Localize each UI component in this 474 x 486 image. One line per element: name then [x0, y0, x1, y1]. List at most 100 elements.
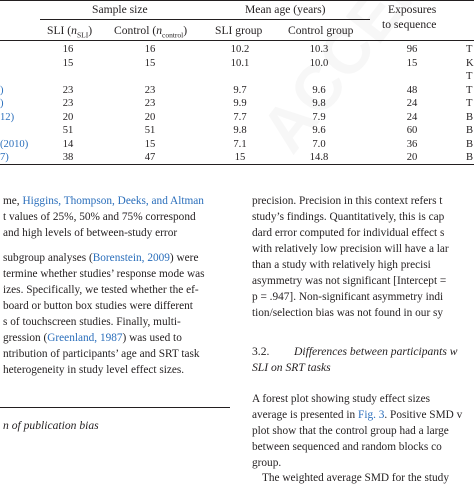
cell-exposures: 36 — [406, 138, 418, 150]
right-line2: study’s findings. Quantitatively, this i… — [252, 211, 445, 223]
cell-extra: T — [466, 44, 473, 55]
section-number: 3.2. — [252, 345, 270, 358]
right-line5: than a study with relatively high precis… — [252, 259, 431, 271]
control-n-col-header: Control (ncontrol) — [114, 24, 188, 40]
citation-link-higgins[interactable]: Higgins, Thompson, Deeks, and Altman — [22, 195, 204, 207]
cell-study: (2010) — [0, 138, 29, 150]
left-p1-line2: t values of 25%, 50% and 75% correspond — [3, 211, 196, 223]
cell-exposures: 96 — [406, 44, 418, 55]
left-p2-line6: gression (Greenland, 1987) was used to — [3, 332, 182, 344]
cell-sli-age: 10.1 — [230, 57, 250, 69]
cell-study: ) — [0, 84, 4, 96]
cell-control-n: 20 — [144, 111, 156, 123]
cell-study: 12) — [0, 111, 15, 123]
cell-sli-age: 7.7 — [233, 111, 247, 123]
cell-exposures: 15 — [406, 57, 418, 69]
section-divider — [0, 407, 230, 408]
cell-extra: B — [466, 138, 474, 150]
cell-control-age: 9.6 — [312, 125, 326, 136]
section-title-line1: Differences between participants w — [294, 345, 458, 358]
sli-n-col-header: SLI (nSLI) — [47, 24, 93, 40]
cell-sli-n: 23 — [62, 98, 74, 109]
cell-sli-n: 23 — [62, 84, 74, 96]
cell-control-age: 10.3 — [309, 44, 329, 55]
cell-control-age: 9.8 — [312, 98, 326, 109]
left-p2-line7: ntribution of participants’ age and SRT … — [3, 348, 200, 360]
cell-sli-age: 9.9 — [233, 98, 247, 109]
cell-sli-age: 15 — [234, 152, 246, 163]
cell-exposures: 60 — [406, 125, 418, 136]
citation-link-greenland[interactable]: Greenland, 1987 — [47, 332, 123, 344]
exposures-header-line1: Exposures — [388, 3, 437, 16]
left-p2-line5: s of touchscreen studies. Finally, multi… — [3, 316, 181, 328]
cell-sli-age: 9.8 — [233, 125, 247, 136]
cell-exposures: 24 — [406, 98, 418, 109]
figure-link-fig3[interactable]: Fig. 3 — [358, 409, 385, 421]
right-line1: precision. Precision in this context ref… — [252, 195, 443, 207]
cell-control-n: 47 — [144, 152, 156, 163]
cell-sli-n: 38 — [62, 152, 74, 163]
cell-extra: B — [466, 125, 474, 136]
right-line4: with relatively low precision will have … — [252, 243, 449, 255]
exposures-header-line2: to sequence — [382, 18, 437, 31]
right-line3: dard error computed for individual effec… — [252, 227, 445, 239]
mean-age-underline — [200, 19, 370, 20]
left-p2-line1: subgroup analyses (Borenstein, 2009) wer… — [3, 252, 199, 264]
cell-extra: B — [466, 152, 474, 163]
right-line13: group. — [252, 457, 282, 469]
left-p2-line4: board or button box studies were differe… — [3, 300, 193, 312]
cell-sli-n: 16 — [62, 44, 74, 55]
cell-sli-n: 15 — [62, 57, 74, 69]
cell-control-n: 51 — [144, 125, 156, 136]
cell-sli-n: 20 — [62, 111, 74, 123]
cell-control-age: 7.9 — [312, 111, 326, 123]
left-p2-line3: izes. Specifically, we tested whether th… — [3, 284, 199, 296]
cell-study: ) — [0, 98, 4, 109]
right-line7: p = .947]. Non-significant asymmetry ind… — [252, 291, 444, 303]
cell-study: 7) — [0, 152, 9, 163]
sample-size-underline — [40, 19, 220, 20]
right-line14: The weighted average SMD for the study — [262, 472, 449, 484]
section-heading-publication-bias: n of publication bias — [3, 419, 99, 432]
cell-exposures: 20 — [406, 152, 418, 163]
sli-age-col-header: SLI group — [215, 24, 263, 37]
left-p2-line2: termine whether studies’ response mode w… — [3, 268, 205, 280]
table-bottom-rule — [0, 164, 474, 165]
cell-control-age: 7.0 — [312, 138, 326, 150]
cell-control-age: 9.6 — [312, 84, 326, 96]
cell-extra: K — [466, 57, 474, 69]
left-p1-line3: and high levels of between-study error — [3, 227, 178, 239]
header-bottom-rule — [0, 40, 474, 41]
right-line9: A forest plot showing study effect sizes — [252, 393, 431, 405]
cell-extra: T — [466, 84, 473, 96]
cell-control-n: 15 — [144, 57, 156, 69]
cell-control-age: 10.0 — [309, 57, 329, 69]
citation-link-borenstein[interactable]: Borenstein, 2009 — [92, 252, 170, 264]
cell-extra: T — [466, 71, 473, 82]
right-line11: plot show that the control group had a l… — [252, 425, 449, 437]
cell-control-n: 16 — [144, 44, 156, 55]
cell-control-age: 14.8 — [309, 152, 329, 163]
cell-exposures: 48 — [406, 84, 418, 96]
section-title-line2: SLI on SRT tasks — [252, 361, 331, 374]
cell-exposures: 24 — [406, 111, 418, 123]
right-line10: average is presented in Fig. 3. Positive… — [252, 409, 463, 421]
left-p1-line1: me, Higgins, Thompson, Deeks, and Altman — [3, 195, 204, 207]
cell-control-n: 23 — [144, 98, 156, 109]
right-line6: asymmetry was not significant [Intercept… — [252, 275, 447, 287]
control-age-col-header: Control group — [288, 24, 354, 37]
cell-extra: T — [466, 98, 473, 109]
watermark: ACCEPTED — [246, 0, 474, 166]
cell-control-n: 15 — [144, 138, 156, 150]
cell-control-n: 23 — [144, 84, 156, 96]
mean-age-header: Mean age (years) — [245, 3, 326, 16]
cell-sli-n: 51 — [62, 125, 74, 136]
cell-extra: B — [466, 111, 474, 123]
table-top-rule — [0, 0, 474, 1]
cell-sli-age: 10.2 — [230, 44, 250, 55]
right-line8: tion/selection bias was not found in our… — [252, 307, 444, 319]
cell-sli-n: 14 — [62, 138, 74, 150]
cell-sli-age: 9.7 — [233, 84, 247, 96]
right-line12: between sequenced and random blocks co — [252, 441, 442, 453]
left-p2-line8: heterogeneity in study level effect size… — [3, 364, 185, 376]
